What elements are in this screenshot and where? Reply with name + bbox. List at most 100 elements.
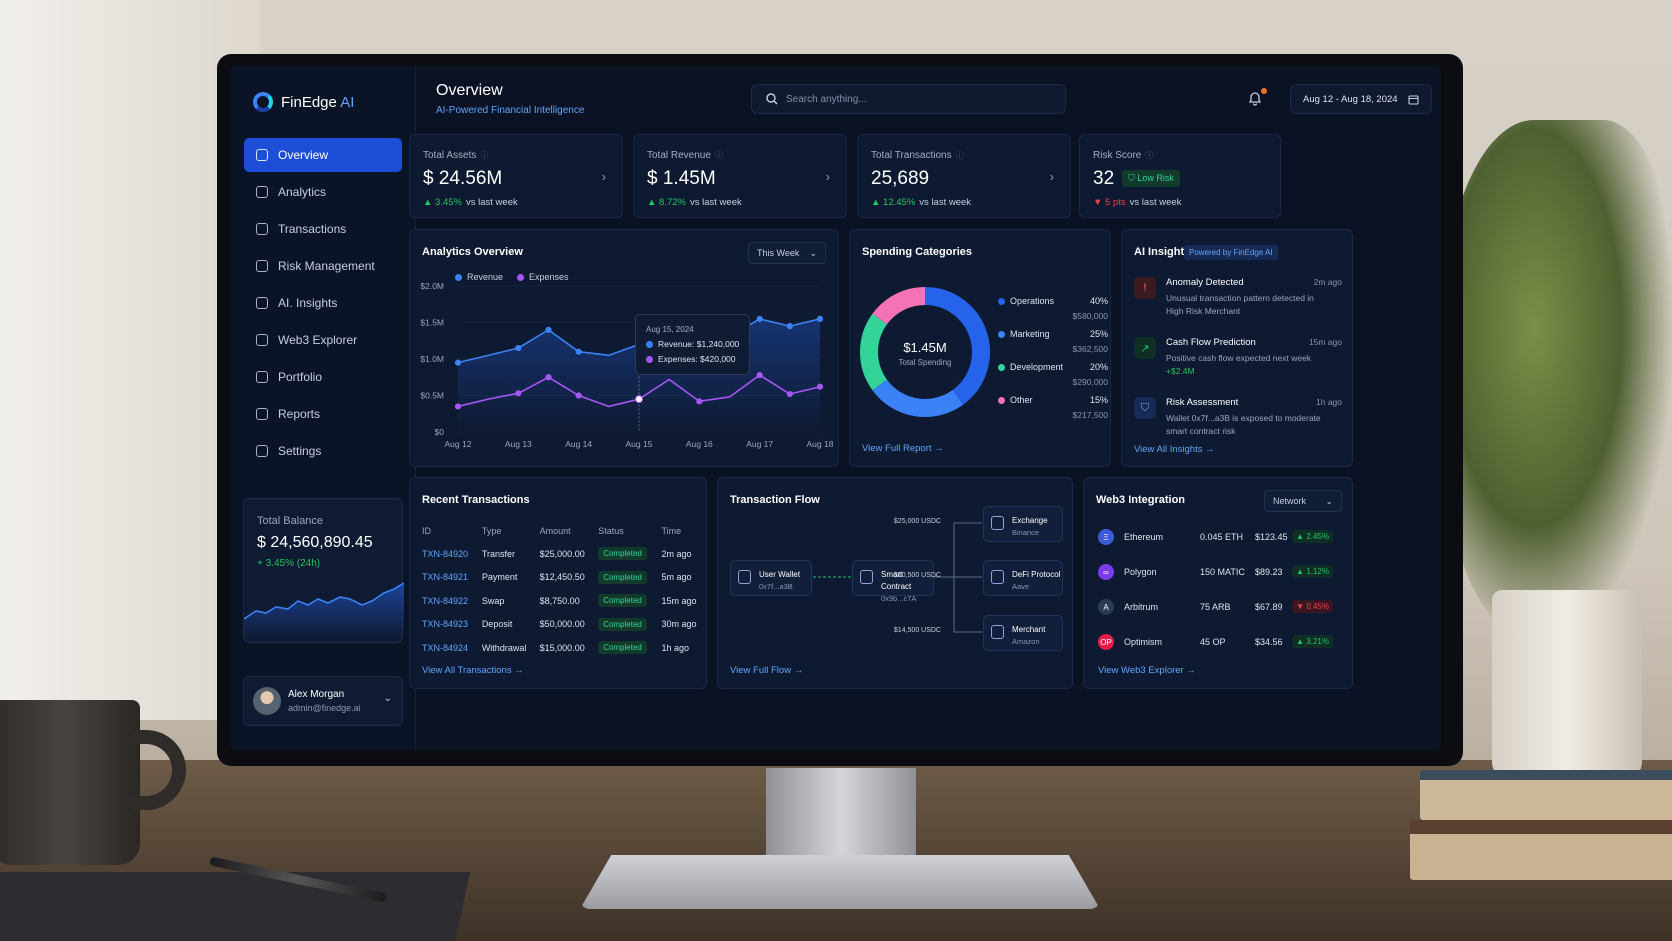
period-select[interactable]: This Week ⌄ <box>748 242 826 264</box>
data-point-expenses[interactable] <box>786 390 793 398</box>
chevron-right-icon[interactable]: › <box>825 169 830 184</box>
data-point-expenses[interactable] <box>756 371 763 379</box>
sidebar-item-transactions[interactable]: Transactions <box>244 212 402 246</box>
chevron-right-icon[interactable]: › <box>601 169 606 184</box>
web3-row-optimism[interactable]: OP Optimism 45 OP $34.56 ▲ 3.21% <box>1098 632 1333 654</box>
table-cell[interactable]: TXN-84920 <box>422 542 482 566</box>
data-point-revenue[interactable] <box>575 348 582 355</box>
logo[interactable]: FinEdge AI <box>253 92 354 112</box>
data-point-revenue[interactable] <box>756 315 763 322</box>
data-point-expenses[interactable] <box>816 383 824 390</box>
view-all-transactions-link[interactable]: View All Transactions → <box>422 665 524 676</box>
donut-slice-marketing[interactable] <box>872 379 964 417</box>
table-row[interactable]: TXN-84921 Payment $12,450.50 Completed 5m ag… <box>422 566 707 590</box>
sidebar-item-portfolio[interactable]: Portfolio <box>244 360 402 394</box>
data-point-revenue[interactable] <box>515 344 522 352</box>
donut-slice-development[interactable] <box>860 313 888 391</box>
kpi-card-total-transactions[interactable]: Total Transactions ⓘ 25,689 ▲ 12.45% vs last… <box>857 134 1071 218</box>
table-cell: 30m ago <box>661 613 707 637</box>
flow-node-defi-protocol[interactable]: DeFi Protocol Aave <box>983 560 1063 596</box>
view-full-report-link[interactable]: View Full Report → <box>862 443 944 454</box>
insight-item[interactable]: ! Anomaly Detected 2m ago Unusual transacti… <box>1134 277 1342 329</box>
sidebar-item-settings[interactable]: Settings <box>244 434 402 468</box>
sidebar-item-overview[interactable]: Overview <box>244 138 402 172</box>
table-cell[interactable]: TXN-84921 <box>422 566 482 590</box>
web3-row-arbitrum[interactable]: A Arbitrum 75 ARB $67.89 ▼ 0.45% <box>1098 597 1333 619</box>
kpi-card-total-revenue[interactable]: Total Revenue ⓘ $ 1.45M ▲ 8.72% vs last week… <box>633 134 847 218</box>
kpi-change-suffix: vs last week <box>465 197 518 208</box>
sidebar-item-risk-management[interactable]: Risk Management <box>244 249 402 283</box>
data-point-expenses[interactable] <box>635 395 643 404</box>
view-full-flow-link[interactable]: View Full Flow → <box>730 665 803 676</box>
y-tick-label: $0 <box>435 427 445 437</box>
insight-item[interactable]: ↗ Cash Flow Prediction 15m ago Positive cas… <box>1134 337 1342 389</box>
flow-node-smart-contract[interactable]: Smart Contract 0x9b...c7A <box>852 560 934 603</box>
spending-category-other[interactable]: Other 15% $217,500 <box>998 395 1108 420</box>
flow-node-exchange[interactable]: Exchange Binance <box>983 506 1063 542</box>
arrow-right-icon: → <box>1186 665 1196 676</box>
legend-item-expenses[interactable]: Expenses <box>517 272 569 282</box>
view-all-insights-link[interactable]: View All Insights → <box>1134 444 1215 455</box>
sidebar-item-analytics[interactable]: Analytics <box>244 175 402 209</box>
donut-slice-other[interactable] <box>872 287 926 325</box>
spending-category-marketing[interactable]: Marketing 25% $362,500 <box>998 329 1108 354</box>
chain-change-value: 3.21% <box>1306 637 1329 646</box>
bell-icon[interactable] <box>1247 90 1263 106</box>
spending-category-development[interactable]: Development 20% $290,000 <box>998 362 1108 387</box>
data-point-revenue[interactable] <box>816 315 824 322</box>
table-cell: 1h ago <box>661 636 707 660</box>
search-bar[interactable] <box>751 84 1066 114</box>
search-input[interactable] <box>786 93 1046 105</box>
sidebar-item-reports[interactable]: Reports <box>244 397 402 431</box>
x-tick-label: Aug 13 <box>505 439 532 449</box>
data-point-revenue[interactable] <box>454 359 462 366</box>
data-point-expenses[interactable] <box>575 392 582 399</box>
data-point-expenses[interactable] <box>515 390 522 397</box>
table-cell[interactable]: TXN-84922 <box>422 589 482 613</box>
insight-desc-text: Positive cash flow expected next week <box>1166 353 1312 363</box>
x-tick-label: Aug 14 <box>565 439 592 449</box>
cell-text: $50,000.00 <box>539 619 585 630</box>
date-range-picker[interactable]: Aug 12 - Aug 18, 2024 <box>1290 84 1432 114</box>
data-point-revenue[interactable] <box>786 323 793 330</box>
user-profile[interactable]: Alex Morgan admin@finedge.ai ⌄ <box>243 676 403 726</box>
chevron-down-icon[interactable]: ⌄ <box>383 693 392 704</box>
table-row[interactable]: TXN-84922 Swap $8,750.00 Completed 15m ago <box>422 589 707 613</box>
chain-name: Optimism <box>1124 637 1162 647</box>
sidebar-item-ai-insights[interactable]: AI. Insights <box>244 286 402 320</box>
data-point-revenue[interactable] <box>545 326 552 333</box>
kpi-card-risk-score[interactable]: Risk Score ⓘ 32 ⛉ Low Risk ▼ 5 pts vs last we… <box>1079 134 1281 218</box>
data-point-expenses[interactable] <box>696 398 703 405</box>
user-email: admin@finedge.ai <box>288 703 361 713</box>
web3-row-ethereum[interactable]: Ξ Ethereum 0.045 ETH $123.45 ▲ 2.45% <box>1098 527 1333 549</box>
book-stack <box>1410 770 1672 900</box>
chevron-right-icon[interactable]: › <box>1049 169 1054 184</box>
column-header-type: Type <box>481 526 502 536</box>
table-cell[interactable]: TXN-84924 <box>422 636 482 660</box>
cell-text: 1h ago <box>661 642 689 653</box>
y-tick-label: $0.5M <box>420 391 444 401</box>
network-select[interactable]: Network ⌄ <box>1264 490 1342 512</box>
table-cell[interactable]: TXN-84923 <box>422 613 482 637</box>
cell-text: $12,450.50 <box>539 572 585 583</box>
sidebar-item-web3-explorer[interactable]: Web3 Explorer <box>244 323 402 357</box>
data-point-expenses[interactable] <box>545 374 552 381</box>
table-row[interactable]: TXN-84920 Transfer $25,000.00 Completed 2m a… <box>422 542 707 566</box>
chain-name: Ethereum <box>1124 532 1164 542</box>
legend-item-revenue[interactable]: Revenue <box>455 272 503 282</box>
y-tick-label: $2.0M <box>420 281 444 291</box>
flow-node-user-wallet[interactable]: User Wallet 0x7f...a3B <box>730 560 812 596</box>
spending-category-operations[interactable]: Operations 40% $580,000 <box>998 296 1108 321</box>
donut-slice-operations[interactable] <box>924 287 990 405</box>
cell-text: TXN-84924 <box>422 642 469 653</box>
insight-item[interactable]: ⛉ Risk Assessment 1h ago Wallet 0x7f...a3B … <box>1134 397 1342 449</box>
table-row[interactable]: TXN-84924 Withdrawal $15,000.00 Completed 1h… <box>422 636 707 660</box>
view-web3-explorer-link[interactable]: View Web3 Explorer → <box>1098 665 1196 676</box>
table-row[interactable]: TXN-84923 Deposit $50,000.00 Completed 30m a… <box>422 613 707 637</box>
flow-node-merchant[interactable]: Merchant Amazon <box>983 615 1063 651</box>
kpi-change-suffix: vs last week <box>689 197 742 208</box>
sidebar-item-label: Reports <box>278 407 321 421</box>
web3-row-polygon[interactable]: ∞ Polygon 150 MATIC $89.23 ▲ 1.12% <box>1098 562 1333 584</box>
data-point-expenses[interactable] <box>454 403 462 410</box>
kpi-card-total-assets[interactable]: Total Assets ⓘ $ 24.56M ▲ 3.45% vs last week… <box>409 134 623 218</box>
